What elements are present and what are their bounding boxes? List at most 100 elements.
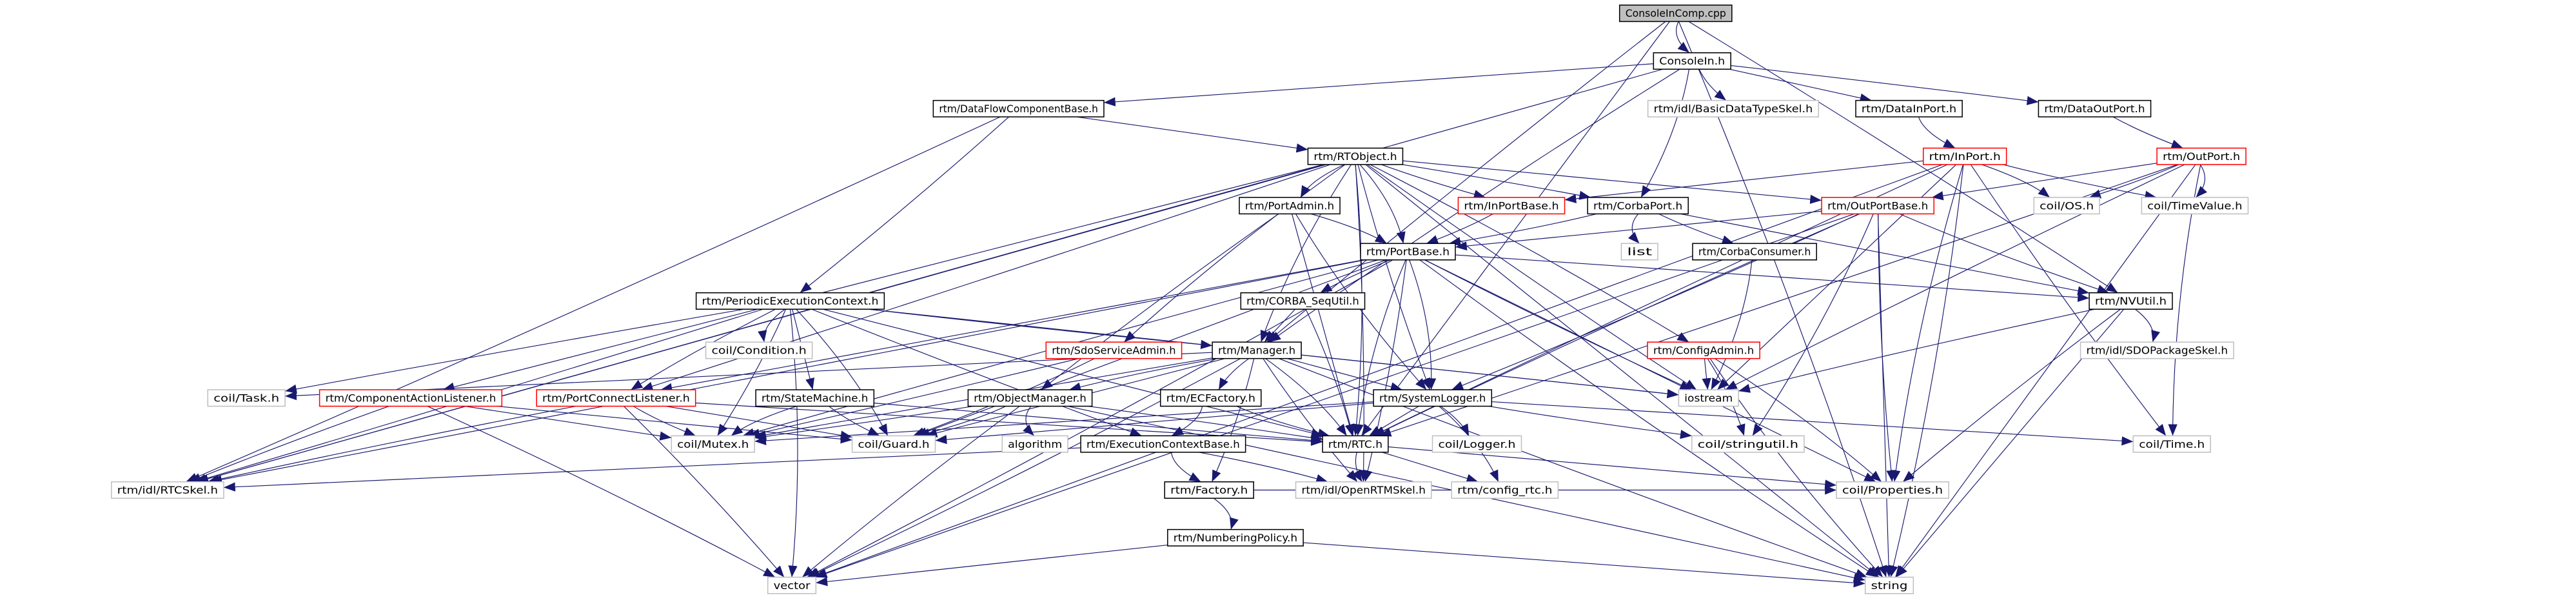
node-label: rtm/StateMachine.h [762,392,868,404]
node-ecfactory[interactable]: rtm/ECFactory.h [1159,389,1262,407]
node-label: vector [774,579,811,592]
node-ecbase[interactable]: rtm/ExecutionContextBase.h [1080,435,1246,453]
node-corbaport[interactable]: rtm/CorbaPort.h [1587,197,1689,215]
node-label: coil/Logger.h [1438,438,1515,450]
node-box [1164,481,1254,499]
node-portbase[interactable]: rtm/PortBase.h [1360,243,1456,261]
edge-dfcb-to-pec [800,116,1009,294]
node-label: coil/Mutex.h [677,438,749,450]
edge-outportbase-to-stringutil [1752,214,1874,436]
node-rtc[interactable]: rtm/RTC.h [1322,435,1389,453]
node-vector: vector [767,576,817,594]
edge-pec-to-rtc [822,308,1323,437]
node-rtcskel: rtm/idl/RTCSkel.h [111,481,224,499]
node-factory[interactable]: rtm/Factory.h [1164,481,1254,499]
node-label: rtm/DataOutPort.h [2044,103,2145,115]
edge-outport-to-timevalue [2196,164,2207,198]
edge-portbase-to-rtc [1354,259,1406,436]
edge-rtobject-to-outportbase [1402,160,1822,204]
node-label: rtm/InPortBase.h [1464,199,1558,212]
edge-pec-to-guard [796,308,889,436]
node-box [1239,197,1341,215]
node-box [1212,341,1302,359]
node-configadmin[interactable]: rtm/ConfigAdmin.h [1647,341,1760,359]
node-sdoadmin[interactable]: rtm/SdoServiceAdmin.h [1045,341,1183,359]
edge-inport-to-properties [1891,164,1964,482]
node-label: coil/Guard.h [858,438,929,450]
node-label: rtm/Manager.h [1218,345,1295,357]
edge-configadmin-to-properties [1715,358,1882,483]
node-pec[interactable]: rtm/PeriodicExecutionContext.h [695,292,885,310]
node-label: rtm/ECFactory.h [1166,392,1255,404]
edge-sequtil-to-rtc [1305,308,1354,436]
edge-cal-to-vector [427,406,776,578]
node-iostream: iostream [1678,389,1739,407]
edge-outportbase-to-string [1877,214,1894,577]
edge-outportbase-to-portbase [1455,210,1822,251]
node-outport[interactable]: rtm/OutPort.h [2156,147,2247,165]
edge-rtobject-to-rtcskel [197,164,1326,483]
edge-rtobject-to-portbase [1359,164,1406,244]
edge-outport-to-iostream [1725,164,2185,390]
node-cal[interactable]: rtm/ComponentActionListener.h [319,389,503,407]
edge-portadmin-to-objmgr [1041,213,1279,390]
node-box [1821,197,1935,215]
node-list: list [1620,243,1658,261]
edge-manager-to-syslogger [1286,358,1402,392]
node-manager[interactable]: rtm/Manager.h [1212,341,1302,359]
node-statemachine[interactable]: rtm/StateMachine.h [755,389,875,407]
node-rtobject[interactable]: rtm/RTObject.h [1307,147,1404,165]
node-consolein[interactable]: ConsoleIn.h [1653,52,1731,70]
node-inportbase[interactable]: rtm/InPortBase.h [1457,197,1566,215]
node-syslogger[interactable]: rtm/SystemLogger.h [1373,389,1493,407]
node-box [207,389,286,407]
edge-portbase-to-nvutil [1455,254,2090,303]
edge-rtobject-to-string [1365,164,1880,577]
edge-objmgr-to-vector [801,406,1020,577]
node-corbaconsumer[interactable]: rtm/CorbaConsumer.h [1692,243,1817,261]
node-box [1360,243,1456,261]
node-stringutil: coil/stringutil.h [1691,435,1805,453]
edge-objmgr-to-algorithm [1023,406,1035,436]
edge-numbering-to-string [1303,542,1865,588]
node-root[interactable]: ConsoleInComp.cpp [1618,5,1733,23]
edge-cal-to-guard [497,405,852,444]
node-label: rtm/PeriodicExecutionContext.h [702,295,879,307]
node-dataoutport[interactable]: rtm/DataOutPort.h [2038,99,2152,117]
edge-rtobject-to-inportbase [1381,164,1486,199]
node-outportbase[interactable]: rtm/OutPortBase.h [1821,197,1935,215]
node-portadmin[interactable]: rtm/PortAdmin.h [1239,197,1341,215]
edge-statemachine-to-guard [829,406,880,436]
edge-nvutil-to-sdopkg [2134,308,2160,343]
node-numbering[interactable]: rtm/NumberingPolicy.h [1167,528,1304,547]
node-objmgr[interactable]: rtm/ObjectManager.h [967,389,1093,407]
edge-portbase-to-syslogger [1409,259,1437,390]
edge-manager-to-objmgr [1068,358,1218,392]
edge-pcl-to-rtcskel [207,405,576,484]
node-box [1431,435,1522,453]
edge-pcl-to-guard [665,405,852,440]
node-label: rtm/RTC.h [1328,438,1382,450]
edge-outportbase-to-nvutil [1899,213,2109,294]
edge-dataoutport-to-outport [2112,116,2183,149]
node-box [1307,147,1404,165]
node-label: coil/OS.h [2040,199,2094,212]
edge-pec-to-condition [758,308,785,343]
node-sequtil[interactable]: rtm/CORBA_SeqUtil.h [1240,292,1366,310]
edge-corbaport-to-corbaconsumer [1658,213,1734,245]
node-inport[interactable]: rtm/InPort.h [1922,147,2007,165]
edge-inport-to-vector [814,164,1943,578]
node-label: ConsoleInComp.cpp [1626,7,1726,19]
edge-portbase-to-properties [1424,259,1876,483]
node-nvutil[interactable]: rtm/NVUtil.h [2089,292,2173,310]
edge-rtobject-to-corbaport [1402,164,1591,200]
edge-cal-to-rtcskel [189,406,389,483]
node-pcl[interactable]: rtm/PortConnectListener.h [536,389,696,407]
node-box [671,435,755,453]
node-box [111,481,224,499]
node-dfcb[interactable]: rtm/DataFlowComponentBase.h [932,99,1105,117]
node-label: rtm/idl/OpenRTMSkel.h [1302,484,1426,496]
edge-rtc-to-configrtc [1382,452,1479,483]
node-datainport[interactable]: rtm/DataInPort.h [1855,99,1963,117]
